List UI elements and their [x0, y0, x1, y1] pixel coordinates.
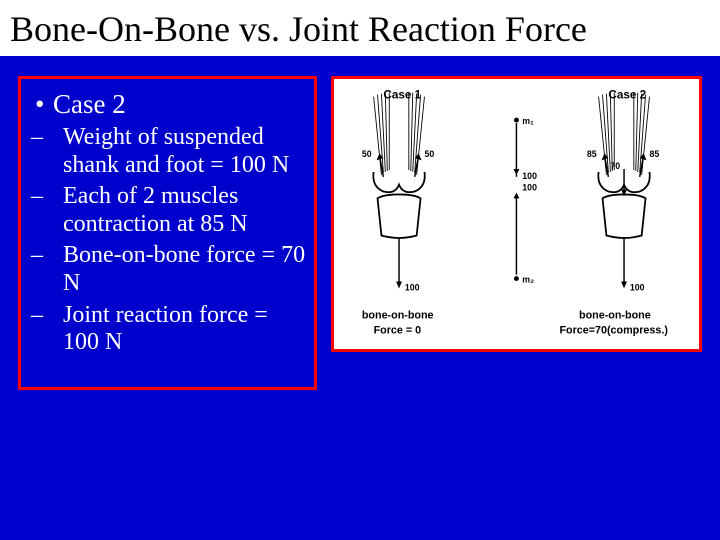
case2-bob: 70 — [610, 161, 620, 171]
title-bar: Bone-On-Bone vs. Joint Reaction Force — [0, 0, 720, 56]
case1-weight: 100 — [405, 282, 420, 292]
bullet-item: –Each of 2 muscles contraction at 85 N — [63, 183, 306, 238]
case1-force-right: 50 — [425, 149, 435, 159]
bullet-text: Weight of suspended shank and foot = 100… — [63, 124, 289, 178]
anatomy-diagram: Case 1 Case 2 m₁ 100 100 m₂ — [334, 79, 699, 349]
bullet-text: Each of 2 muscles contraction at 85 N — [63, 183, 248, 237]
center-up-label: 100 — [522, 183, 537, 193]
slide-title: Bone-On-Bone vs. Joint Reaction Force — [10, 8, 710, 50]
case2-force-right: 85 — [650, 149, 660, 159]
text-box: •Case 2 –Weight of suspended shank and f… — [18, 76, 317, 390]
case-heading-text: Case 2 — [53, 89, 126, 119]
content-area: •Case 2 –Weight of suspended shank and f… — [0, 56, 720, 400]
m1-label: m₁ — [522, 116, 534, 126]
caption1-line1: bone-on-bone — [362, 310, 434, 322]
center-down-label: 100 — [522, 171, 537, 181]
bullet-item: –Weight of suspended shank and foot = 10… — [63, 124, 306, 179]
case1-force-left: 50 — [362, 149, 372, 159]
caption2-line1: bone-on-bone — [579, 310, 651, 322]
case2-force-left: 85 — [587, 149, 597, 159]
caption2-line2: Force=70(compress.) — [560, 324, 669, 336]
caption1-line2: Force = 0 — [374, 324, 422, 336]
bullet-text: Joint reaction force = 100 N — [63, 302, 268, 356]
case2-joint: 85 85 70 100 — [587, 93, 660, 293]
bullet-text: Bone-on-bone force = 70 N — [63, 242, 305, 296]
figure-box: Case 1 Case 2 m₁ 100 100 m₂ — [331, 76, 702, 352]
case1-joint: 50 50 100 — [362, 93, 435, 293]
case-heading: •Case 2 — [35, 89, 306, 120]
bullet-item: –Joint reaction force = 100 N — [63, 302, 306, 357]
case2-weight: 100 — [630, 282, 645, 292]
m2-label: m₂ — [522, 274, 534, 284]
bullet-item: –Bone-on-bone force = 70 N — [63, 242, 306, 297]
